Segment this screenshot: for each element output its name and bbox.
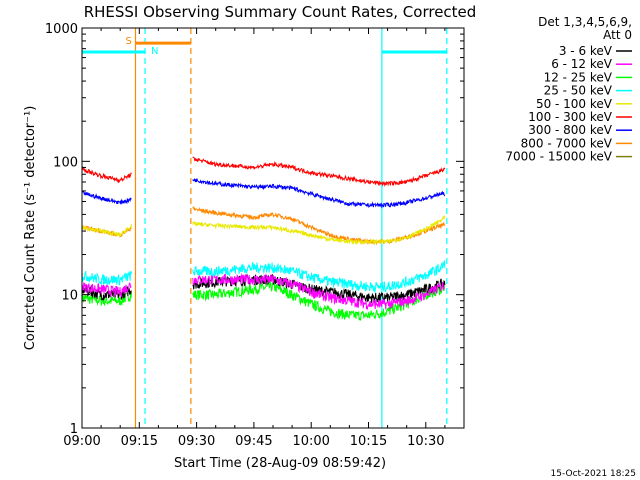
footer-timestamp: 15-Oct-2021 18:25 (551, 469, 636, 479)
x-axis: 09:00 09:15 09:30 09:45 10:00 10:15 10:30 (63, 28, 465, 449)
legend-header-line-1: Det 1,3,4,5,6,9, (538, 15, 632, 29)
legend-entry-label: 25 - 50 keV (544, 84, 613, 98)
plot-frame (81, 27, 465, 429)
series-line (81, 285, 132, 301)
x-tick-label: 10:00 (292, 434, 329, 449)
series-line (81, 282, 132, 299)
series-line (192, 156, 446, 187)
series-line (81, 165, 132, 184)
series-line (192, 272, 446, 311)
y-tick-label: 1000 (45, 22, 78, 37)
x-tick-label: 10:15 (350, 434, 387, 449)
x-tick-label: 09:30 (178, 434, 215, 449)
series-line (192, 260, 446, 294)
series-line (81, 223, 132, 237)
legend-header-line-2: Att 0 (603, 28, 632, 42)
legend-entry-label: 100 - 300 keV (528, 110, 612, 124)
legend-entry-label: 50 - 100 keV (536, 97, 613, 111)
legend-entry-label: 800 - 7000 keV (521, 136, 613, 150)
legend-entry-label: 300 - 800 keV (528, 123, 612, 137)
legend-entry-label: 3 - 6 keV (559, 44, 613, 58)
series-line (192, 215, 446, 246)
legend-entry-label: 7000 - 15000 keV (505, 150, 612, 164)
y-axis: 1 10 100 1000 (45, 22, 464, 437)
chart-title: RHESSI Observing Summary Count Rates, Co… (84, 3, 477, 21)
x-tick-label: 09:00 (63, 434, 100, 449)
x-tick-label: 10:30 (407, 434, 444, 449)
legend-entry-label: 12 - 25 keV (544, 70, 613, 84)
legend-entry-label: 6 - 12 keV (551, 57, 613, 71)
series-line (81, 270, 132, 287)
x-tick-label: 09:45 (235, 434, 272, 449)
attenuator-bar-label: S (125, 36, 131, 47)
x-axis-label: Start Time (28-Aug-09 08:59:42) (174, 456, 386, 471)
y-tick-label: 100 (53, 155, 78, 170)
series-line (192, 178, 446, 209)
night-bar-label: N (151, 46, 158, 57)
y-tick-label: 1 (70, 422, 78, 437)
x-tick-label: 09:15 (121, 434, 158, 449)
plot-area: NS (81, 28, 448, 428)
series-line (81, 190, 132, 205)
y-axis-label: Corrected Count Rate (s⁻¹ detector⁻¹) (23, 106, 38, 351)
y-tick-label: 10 (61, 289, 78, 304)
